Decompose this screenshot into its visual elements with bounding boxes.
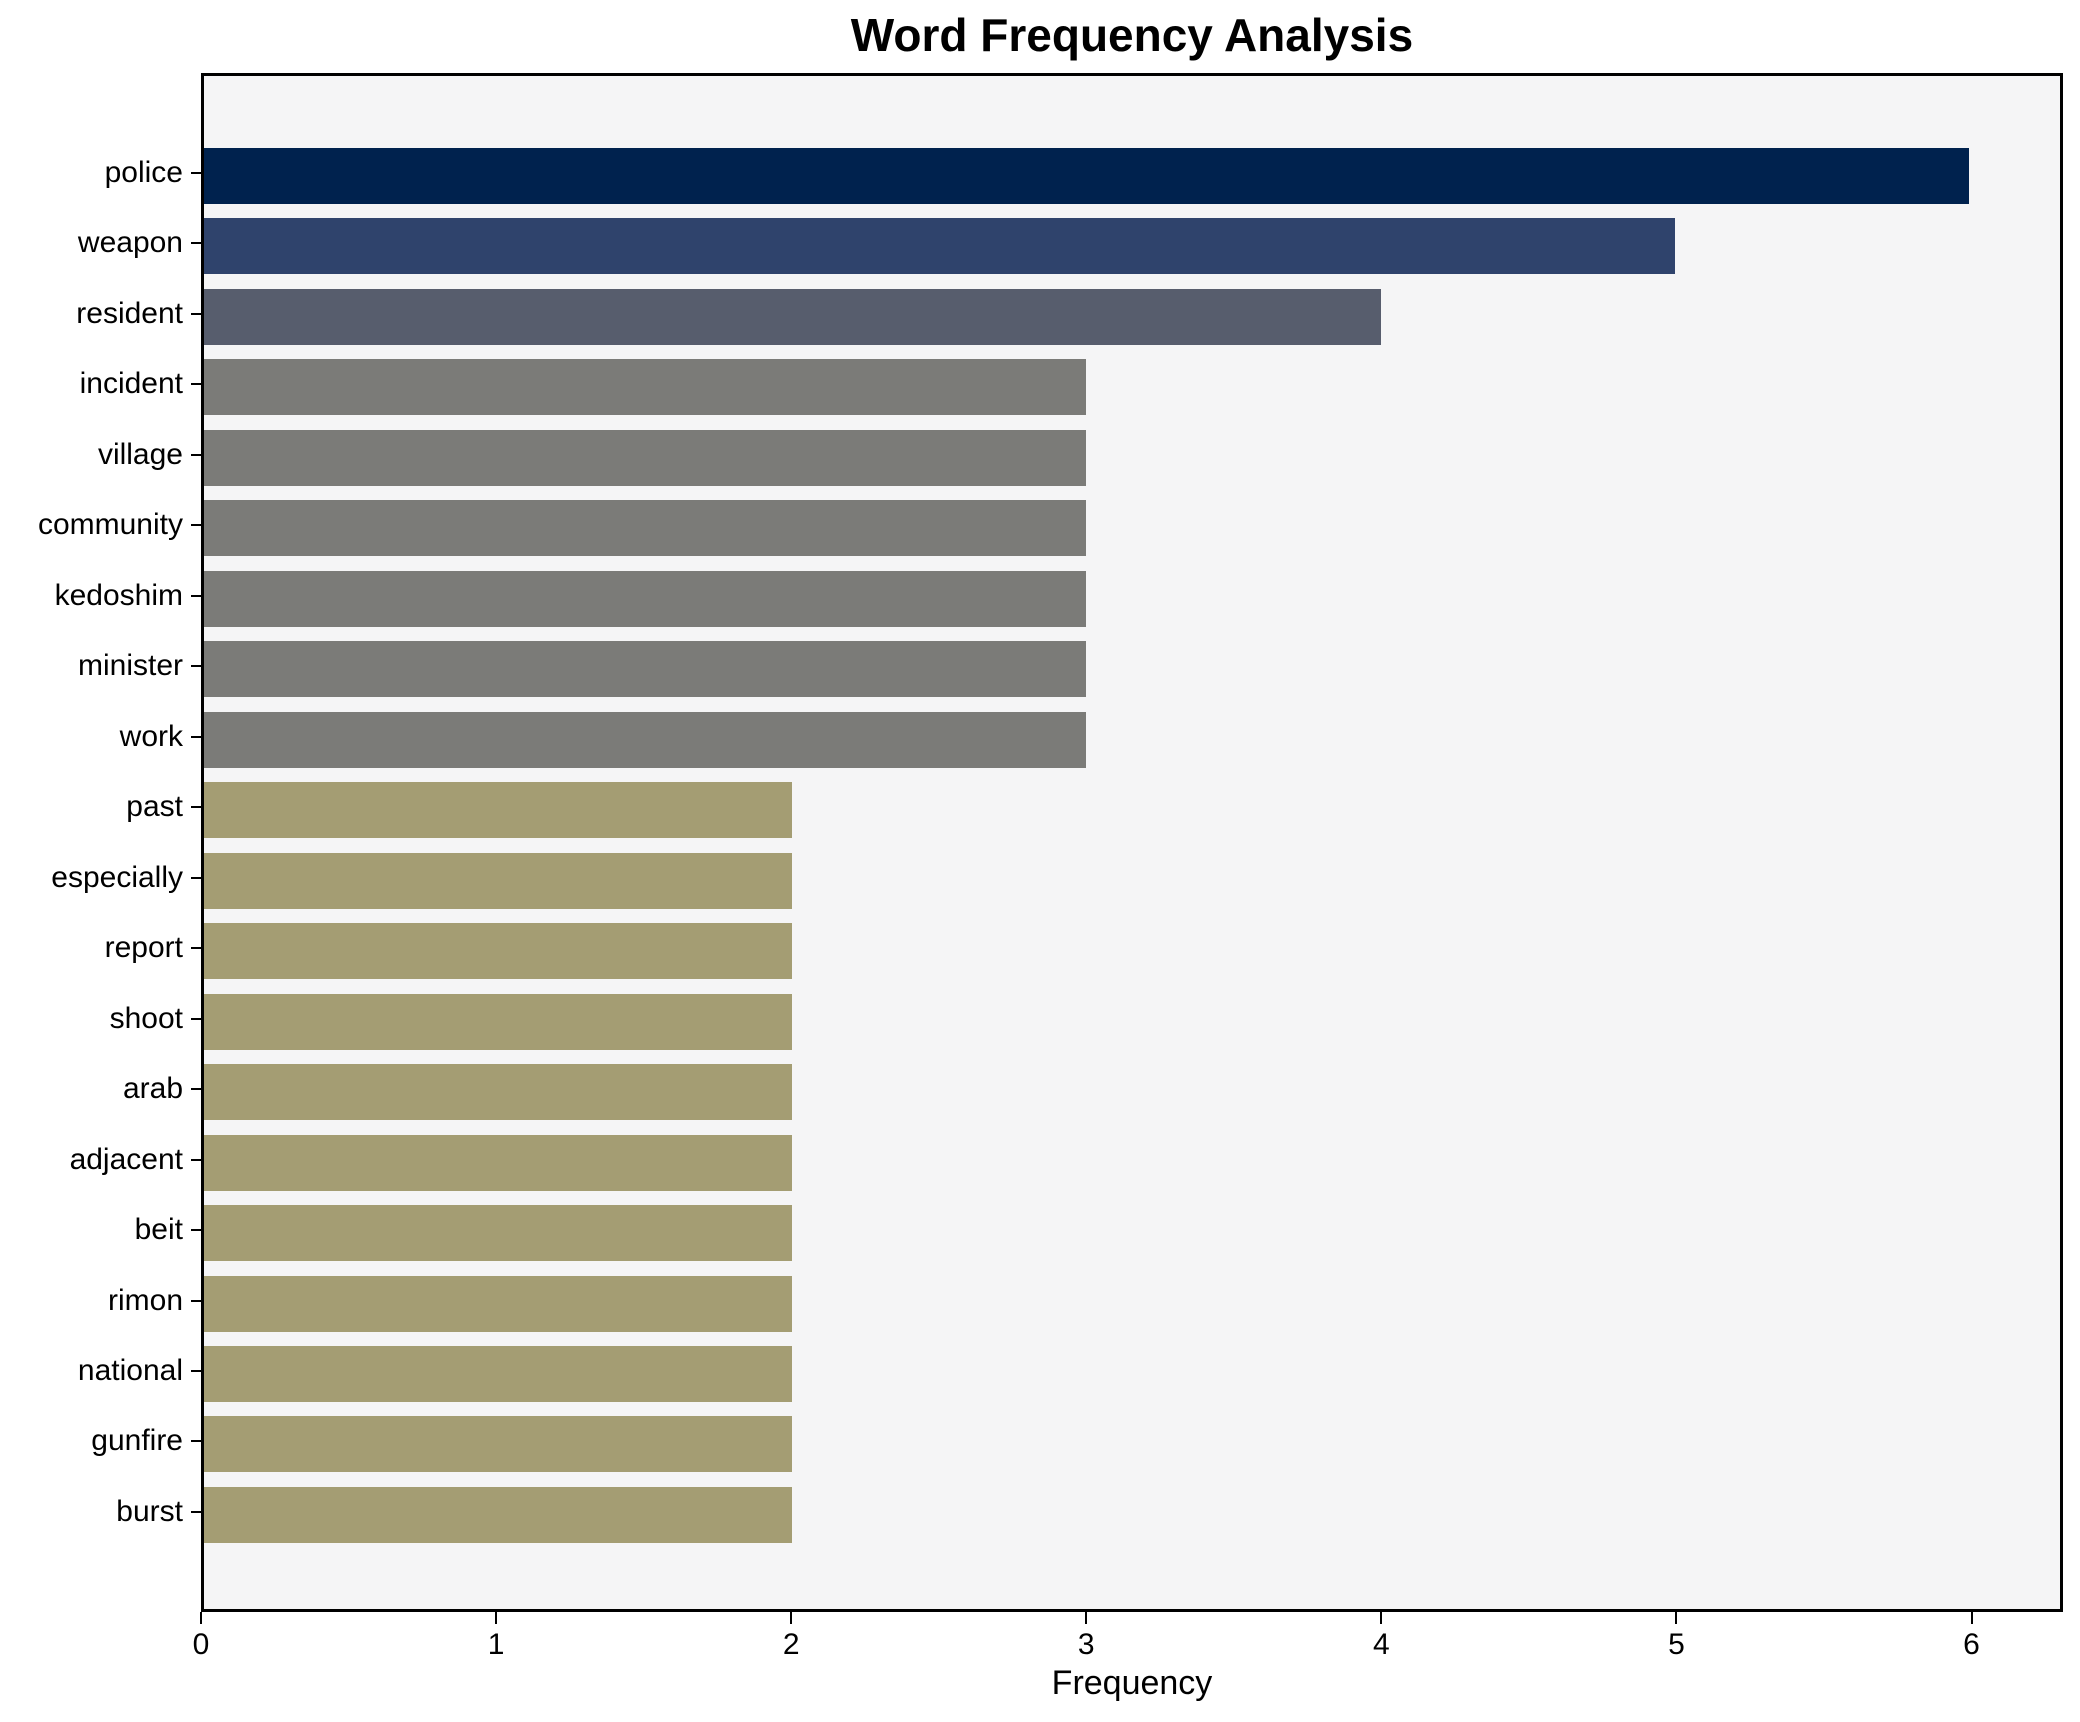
y-tick-mark xyxy=(191,1158,201,1161)
bar-police xyxy=(204,148,1969,204)
bars-container xyxy=(204,76,2060,1609)
y-tick-mark xyxy=(191,1510,201,1513)
x-tick-label-4: 4 xyxy=(1373,1628,1390,1661)
y-tick-label-weapon: weapon xyxy=(77,226,183,260)
y-tick-label-report: report xyxy=(104,931,183,965)
y-tick-mark xyxy=(191,947,201,950)
x-tick-mark xyxy=(1085,1612,1088,1624)
y-tick-mark xyxy=(191,1088,201,1091)
bar-incident xyxy=(204,359,1087,416)
bar-arab xyxy=(204,1064,793,1121)
bar-shoot xyxy=(204,993,793,1050)
y-tick-mark xyxy=(191,594,201,597)
bar-burst xyxy=(204,1486,793,1543)
y-tick-mark xyxy=(191,1440,201,1443)
x-tick-label-5: 5 xyxy=(1668,1628,1685,1661)
bar-work xyxy=(204,711,1087,768)
x-tick-mark xyxy=(790,1612,793,1624)
x-tick-label-6: 6 xyxy=(1963,1628,1980,1661)
y-tick-label-gunfire: gunfire xyxy=(91,1424,183,1458)
y-tick-label-national: national xyxy=(77,1353,183,1387)
y-tick-label-arab: arab xyxy=(122,1072,183,1106)
bar-weapon xyxy=(204,218,1675,275)
y-tick-mark xyxy=(191,172,201,174)
x-tick-mark xyxy=(1970,1612,1973,1624)
y-tick-label-adjacent: adjacent xyxy=(69,1142,183,1176)
bar-past xyxy=(204,782,793,839)
y-tick-label-burst: burst xyxy=(116,1494,183,1528)
bar-kedoshim xyxy=(204,570,1087,627)
plot-area xyxy=(201,73,2063,1612)
bar-especially xyxy=(204,852,793,909)
bar-community xyxy=(204,500,1087,557)
bar-national xyxy=(204,1345,793,1402)
y-tick-mark xyxy=(191,806,201,809)
y-tick-mark xyxy=(191,1229,201,1232)
bar-beit xyxy=(204,1205,793,1262)
bar-minister xyxy=(204,641,1087,698)
x-tick-label-3: 3 xyxy=(1077,1628,1095,1661)
x-tick-label-0: 0 xyxy=(192,1628,210,1661)
y-tick-mark xyxy=(191,383,201,386)
bar-report xyxy=(204,923,793,980)
y-tick-label-past: past xyxy=(126,790,183,824)
x-tick-mark xyxy=(495,1612,498,1624)
x-tick-mark xyxy=(1380,1612,1383,1624)
y-tick-label-beit: beit xyxy=(134,1213,183,1247)
bar-rimon xyxy=(204,1275,793,1332)
y-tick-mark xyxy=(191,735,201,738)
y-tick-label-incident: incident xyxy=(79,367,183,401)
x-tick-label-2: 2 xyxy=(782,1628,800,1661)
y-tick-mark xyxy=(191,242,201,245)
y-tick-mark xyxy=(191,1299,201,1302)
y-tick-label-kedoshim: kedoshim xyxy=(54,578,183,612)
bar-resident xyxy=(204,288,1381,345)
y-tick-mark xyxy=(191,1017,201,1020)
y-tick-label-especially: especially xyxy=(51,860,183,894)
bar-gunfire xyxy=(204,1416,793,1473)
y-tick-label-police: police xyxy=(104,156,183,189)
y-tick-label-work: work xyxy=(119,719,183,753)
y-tick-label-resident: resident xyxy=(76,296,183,330)
y-tick-mark xyxy=(191,876,201,879)
y-tick-label-village: village xyxy=(97,437,183,471)
y-tick-mark xyxy=(191,453,201,456)
y-tick-label-minister: minister xyxy=(77,649,183,683)
y-tick-mark xyxy=(191,524,201,527)
y-tick-label-community: community xyxy=(37,508,183,542)
y-tick-mark xyxy=(191,312,201,315)
y-tick-label-rimon: rimon xyxy=(107,1283,183,1317)
chart-title: Word Frequency Analysis xyxy=(850,9,1414,61)
x-tick-mark xyxy=(1675,1612,1678,1624)
bar-village xyxy=(204,429,1087,486)
y-tick-mark xyxy=(191,1369,201,1372)
y-tick-label-shoot: shoot xyxy=(109,1001,183,1035)
bar-adjacent xyxy=(204,1134,793,1191)
x-tick-mark xyxy=(200,1612,202,1624)
x-tick-label-1: 1 xyxy=(487,1628,505,1661)
y-tick-mark xyxy=(191,665,201,668)
x-axis-title: Frequency xyxy=(1051,1664,1213,1702)
